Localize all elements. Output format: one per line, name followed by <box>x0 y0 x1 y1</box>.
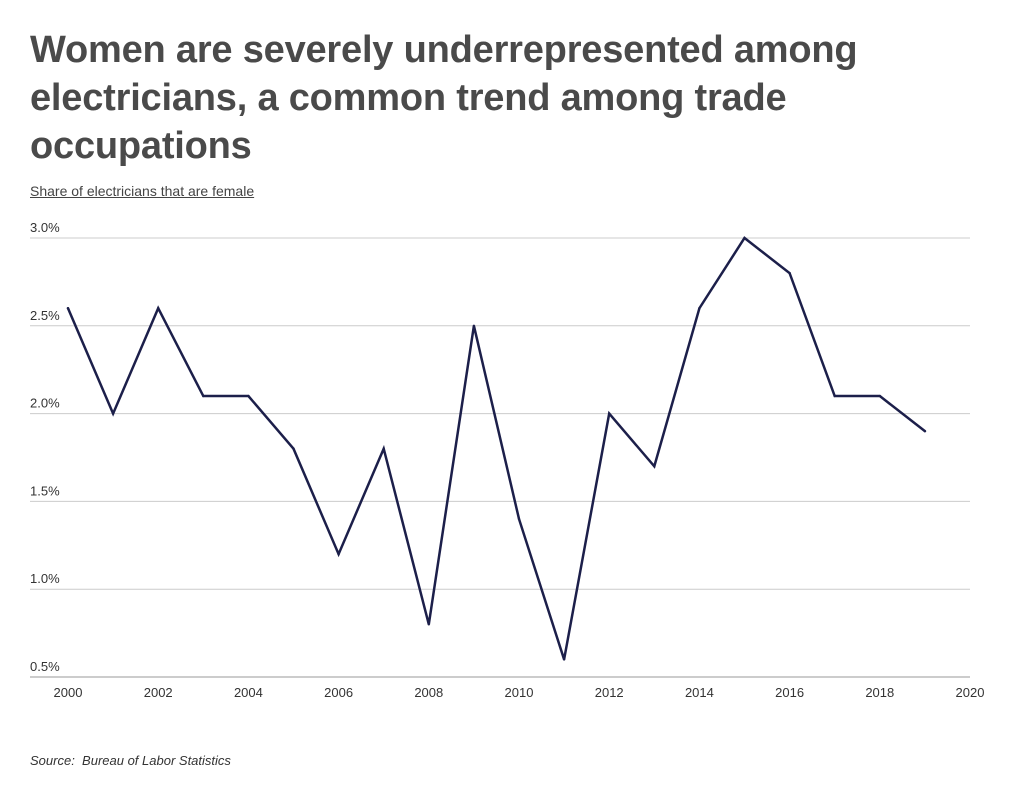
x-tick-label: 2008 <box>414 685 443 700</box>
data-point <box>833 394 836 398</box>
chart-subtitle: Share of electricians that are female <box>30 183 255 199</box>
x-tick-label: 2018 <box>865 685 894 700</box>
data-point <box>608 412 611 415</box>
data-point <box>878 394 881 398</box>
data-point <box>66 307 70 310</box>
data-point <box>427 623 430 626</box>
y-tick-label: 2.0% <box>30 396 60 411</box>
x-tick-label: 2006 <box>324 685 353 700</box>
y-tick-label: 1.0% <box>30 571 60 586</box>
x-axis-ticks: 2000 2002 2004 2006 2008 2010 2012 2014 2016 2018… <box>54 685 985 700</box>
data-point <box>743 236 746 240</box>
source-note: Source: Bureau of Labor Statistics <box>30 753 231 768</box>
source-text: Bureau of Labor Statistics <box>82 753 231 768</box>
x-tick-label: 2010 <box>505 685 534 700</box>
data-point <box>653 465 656 468</box>
data-point <box>788 271 791 275</box>
x-tick-label: 2014 <box>685 685 714 700</box>
data-point <box>923 429 927 433</box>
chart-title: Women are severely underrepresented amon… <box>30 29 858 167</box>
y-tick-label: 3.0% <box>30 220 60 235</box>
x-tick-label: 2004 <box>234 685 263 700</box>
data-point <box>292 447 295 450</box>
data-point <box>202 394 205 398</box>
series-line <box>66 236 927 660</box>
x-tick-label: 2020 <box>956 685 985 700</box>
y-tick-label: 1.5% <box>30 483 60 498</box>
data-point <box>337 552 340 556</box>
data-point <box>247 394 250 398</box>
y-tick-label: 2.5% <box>30 308 60 323</box>
data-point <box>698 307 701 310</box>
data-point <box>472 324 476 327</box>
x-tick-label: 2012 <box>595 685 624 700</box>
data-point <box>111 412 115 415</box>
x-tick-label: 2016 <box>775 685 804 700</box>
source-label: Source: <box>30 753 75 768</box>
y-axis-ticks: 0.5% 1.0% 1.5% 2.0% 2.5% 3.0% <box>30 220 60 674</box>
y-tick-label: 0.5% <box>30 659 60 674</box>
series-layer <box>66 236 927 661</box>
data-point <box>382 447 385 450</box>
x-tick-label: 2002 <box>144 685 173 700</box>
gridlines <box>30 237 970 678</box>
data-point <box>517 517 521 521</box>
data-point <box>157 307 160 310</box>
x-tick-label: 2000 <box>54 685 83 700</box>
data-point <box>562 658 566 661</box>
